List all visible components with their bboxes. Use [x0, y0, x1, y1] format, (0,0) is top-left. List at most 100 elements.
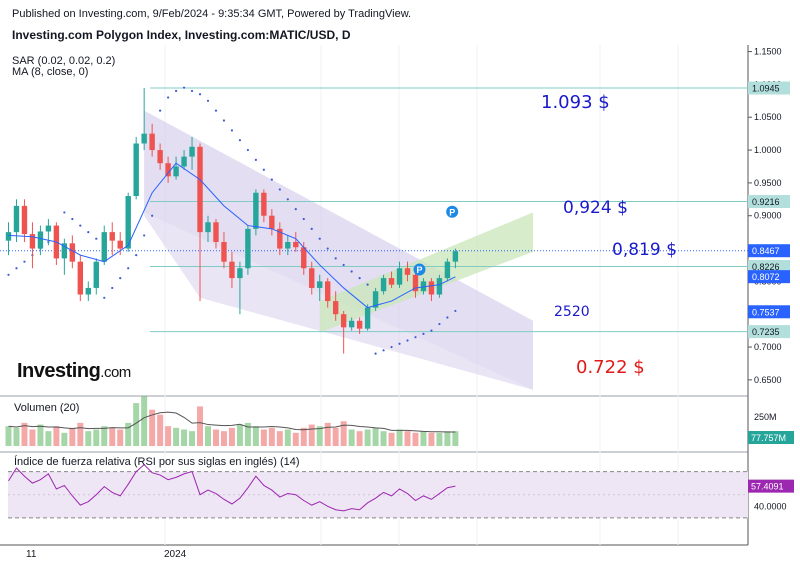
sar-dot	[206, 99, 210, 102]
sar-dot	[246, 148, 249, 152]
candle-body	[13, 205, 20, 233]
sar-dot	[398, 342, 401, 345]
volume-bar	[372, 427, 379, 446]
sar-dot	[342, 263, 345, 267]
volume-bar	[205, 426, 211, 446]
sar-dot	[326, 247, 329, 250]
price-label-text: 0.8467	[752, 246, 780, 256]
price-label-box	[748, 325, 790, 339]
volume-bar	[420, 431, 427, 446]
sar-dot	[390, 345, 393, 349]
volume-bar	[452, 431, 459, 446]
sar-dot	[190, 89, 194, 93]
price-tick-label: 1.0500	[754, 112, 782, 122]
investing-logo: Investing.com	[17, 360, 131, 383]
candle-body	[5, 232, 12, 241]
price-label-text: 0.7537	[752, 307, 780, 317]
candle-body	[261, 192, 267, 216]
sar-dot	[262, 168, 265, 171]
rsi-title: Índice de fuerza relativa (RSI por sus s…	[14, 456, 300, 468]
p-marker-label: P	[416, 265, 422, 275]
candle-body	[317, 281, 323, 288]
candle-body	[420, 281, 427, 292]
volume-bar	[228, 427, 235, 446]
time-tick-label: 11	[26, 549, 37, 560]
sar-dot	[310, 227, 313, 230]
volume-bar	[444, 431, 451, 446]
candle-body	[133, 143, 139, 197]
candle-body	[452, 251, 459, 262]
candle-body	[293, 241, 299, 248]
volume-label-box	[748, 431, 794, 444]
volume-bar	[109, 427, 116, 446]
sar-dot	[222, 119, 226, 122]
candle-body	[101, 232, 107, 262]
price-label-box	[748, 195, 790, 209]
volume-ma-line	[8, 411, 456, 433]
volume-bar	[396, 429, 403, 446]
sar-dot	[143, 234, 146, 237]
volume-bar	[284, 429, 291, 446]
volume-bar	[125, 422, 132, 446]
annotation-1093: 1.093 $	[541, 92, 610, 113]
sar-dot	[238, 139, 242, 142]
volume-bar	[316, 426, 323, 446]
sar-dot	[103, 296, 106, 299]
volume-bar	[61, 432, 68, 446]
sar-dot	[7, 273, 10, 276]
volume-bar	[5, 426, 12, 446]
price-tick-label: 0.9500	[754, 178, 782, 188]
volume-bar	[189, 431, 196, 446]
volume-bar	[53, 426, 60, 446]
sar-dot	[350, 270, 353, 273]
candle-body	[69, 243, 76, 262]
candle-body	[325, 281, 331, 302]
candle-body	[356, 320, 363, 329]
price-label-box	[748, 81, 790, 95]
volume-bar	[77, 422, 84, 446]
candle-body	[37, 231, 44, 249]
sar-dot	[270, 178, 273, 181]
volume-bar	[364, 429, 371, 446]
candle-body	[269, 215, 275, 229]
volume-bar	[85, 431, 92, 446]
candle-body	[93, 261, 99, 288]
sar-dot	[438, 322, 441, 326]
rsi-line	[8, 463, 456, 512]
candle-body	[29, 234, 36, 249]
volume-bar	[340, 421, 347, 446]
price-label-box	[748, 305, 790, 319]
candle-body	[221, 241, 227, 262]
sar-dot	[430, 329, 433, 332]
candle-body	[348, 320, 355, 328]
candle-body	[157, 150, 163, 164]
sar-dot	[63, 211, 66, 214]
volume-bar	[276, 431, 283, 446]
volume-bar	[117, 429, 124, 446]
candle-body	[253, 192, 259, 229]
volume-bar	[260, 429, 267, 446]
price-label-box	[748, 260, 790, 274]
volume-bar	[21, 422, 28, 446]
volume-bar	[101, 426, 108, 446]
candle-body	[277, 228, 283, 249]
sar-dot	[111, 286, 114, 290]
sar-dot	[127, 267, 130, 270]
p-marker	[413, 263, 426, 276]
price-label-text: 0.9216	[752, 197, 780, 207]
price-tick-label: 0.9000	[754, 211, 782, 221]
candle-body	[181, 156, 187, 167]
sar-dot	[334, 257, 337, 260]
volume-bar	[300, 427, 307, 446]
volume-bar	[436, 432, 443, 446]
sar-dot	[254, 158, 257, 162]
volume-bar	[388, 432, 395, 446]
sar-dot	[414, 336, 417, 339]
sar-dot	[167, 96, 170, 99]
sar-dot	[374, 352, 377, 355]
candle-body	[85, 287, 91, 295]
p-marker-label: P	[449, 207, 455, 217]
volume-bar	[37, 424, 44, 446]
logo-suffix: .com	[100, 364, 131, 381]
